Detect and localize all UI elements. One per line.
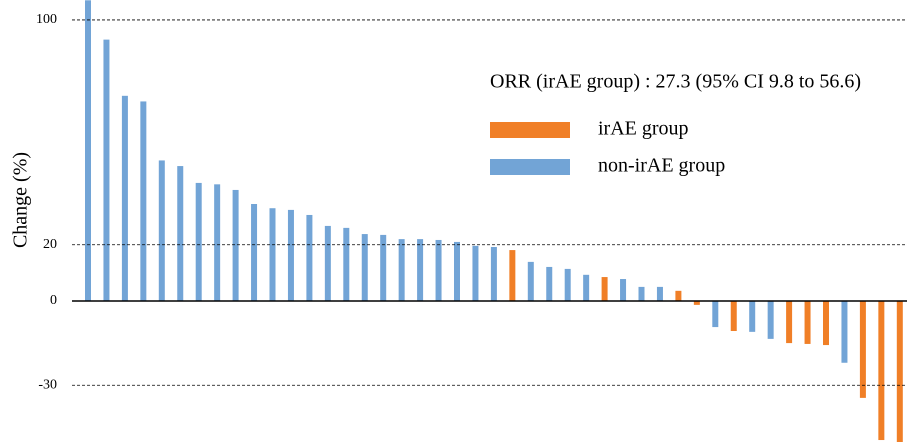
bar: [638, 286, 645, 301]
bar: [620, 279, 627, 301]
annotation: ORR (irAE group) : 27.3 (95% CI 9.8 to 5…: [490, 71, 861, 93]
bar: [417, 239, 424, 301]
bar: [804, 300, 811, 344]
bar: [601, 277, 608, 301]
y-tick-label: -30: [38, 377, 57, 392]
bar: [454, 241, 460, 301]
bar: [693, 300, 700, 305]
y-tick-label: 100: [36, 12, 57, 27]
y-tick-label: 20: [43, 237, 57, 252]
bar: [490, 246, 497, 301]
bar: [158, 160, 165, 301]
legend-label: irAE group: [598, 118, 689, 140]
bar: [509, 250, 516, 301]
bar: [767, 300, 774, 339]
bar: [823, 300, 829, 346]
bar: [232, 189, 239, 301]
bar: [177, 166, 184, 301]
bar: [527, 261, 534, 301]
bar: [712, 300, 719, 328]
bar: [287, 209, 294, 301]
bar: [859, 300, 866, 398]
bar: [306, 214, 313, 301]
bar: [656, 286, 663, 301]
bar: [361, 234, 368, 301]
bar: [214, 184, 221, 301]
bar: [85, 0, 91, 301]
bar: [195, 182, 202, 301]
bar: [749, 300, 756, 332]
bar: [896, 300, 903, 442]
bar: [841, 300, 848, 363]
bar: [251, 204, 258, 301]
bar: [546, 266, 553, 301]
bar: [380, 234, 387, 301]
bar: [472, 245, 479, 301]
legend-label: non-irAE group: [598, 155, 725, 177]
legend-swatch: [490, 159, 570, 175]
bar: [103, 39, 110, 301]
bar: [786, 300, 793, 344]
bar: [583, 274, 590, 301]
bar: [343, 227, 350, 301]
bar: [269, 208, 276, 301]
legend-swatch: [490, 122, 570, 138]
y-axis-label: Change (%): [10, 152, 32, 248]
bar: [398, 239, 405, 301]
bar: [435, 239, 442, 301]
bar: [675, 290, 682, 301]
bar: [564, 268, 571, 301]
bar: [878, 300, 885, 441]
bar: [140, 101, 147, 301]
bar: [324, 225, 331, 301]
bar: [121, 95, 128, 301]
bar: [730, 300, 737, 332]
y-tick-label: 0: [50, 293, 57, 308]
